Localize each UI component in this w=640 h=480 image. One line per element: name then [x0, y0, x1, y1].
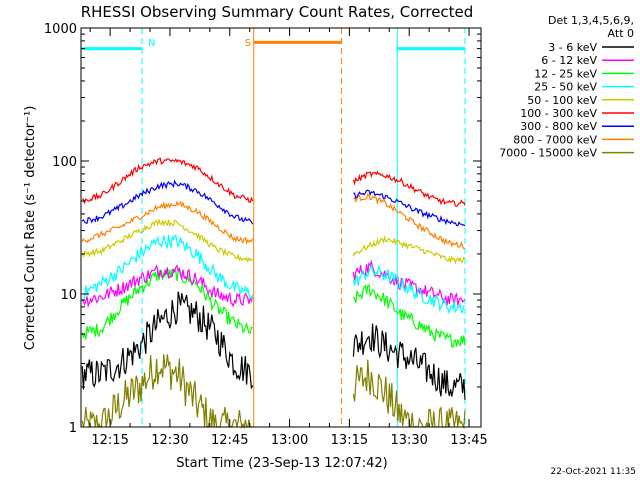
axes: 12:15 12:30 12:45 13:00 13:15 13:30 13:45 1 10 10…	[44, 22, 488, 448]
legend-label: 25 - 50 keV	[534, 81, 597, 94]
x-tick-label: 12:30	[151, 433, 188, 448]
x-tick-label: 13:00	[271, 433, 308, 448]
series-line	[81, 291, 254, 390]
legend-header-line-1: Det 1,3,4,5,6,9,	[548, 14, 634, 27]
x-tick-label: 12:15	[91, 433, 128, 448]
series-line	[82, 234, 254, 301]
series-line	[352, 264, 466, 314]
legend-label: 50 - 100 keV	[527, 94, 597, 107]
series-line	[81, 217, 254, 264]
series-line	[352, 234, 466, 265]
x-tick-label: 13:15	[331, 433, 368, 448]
legend-label: 3 - 6 keV	[548, 41, 597, 54]
series-line	[82, 157, 254, 205]
legend-label: 800 - 7000 keV	[513, 133, 597, 146]
y-tick-label: 100	[52, 155, 77, 170]
series-line	[353, 189, 466, 227]
legend-label: 100 - 300 keV	[520, 107, 597, 120]
y-axis-label: Corrected Count Rate (s⁻¹ detector⁻¹)	[23, 106, 38, 351]
y-tick-label: 1000	[44, 22, 77, 37]
series-line	[81, 179, 254, 225]
series-line	[352, 284, 466, 348]
plot-frame	[80, 27, 482, 428]
legend-header-line-2: Att 0	[608, 27, 634, 40]
x-tick-label: 12:45	[211, 433, 248, 448]
legend-label: 7000 - 15000 keV	[499, 147, 597, 160]
x-axis-label: Start Time (23-Sep-13 12:07:42)	[176, 456, 387, 471]
series-line	[352, 323, 466, 400]
chart-title: RHESSI Observing Summary Count Rates, Co…	[81, 3, 474, 21]
attenuator-state-label: S	[245, 38, 251, 49]
x-tick-label: 13:30	[390, 433, 427, 448]
x-tick-label: 13:45	[450, 433, 487, 448]
series-line	[352, 170, 466, 207]
attenuator-state-label: N	[148, 38, 155, 49]
legend-label: 12 - 25 keV	[534, 67, 597, 80]
footer-timestamp: 22-Oct-2021 11:35	[551, 467, 636, 477]
legend-label: 300 - 800 keV	[520, 120, 597, 133]
y-tick-label: 1	[69, 421, 77, 436]
series-line	[81, 267, 253, 340]
series-line	[353, 192, 466, 250]
y-tick-label: 10	[60, 288, 77, 303]
series-line	[81, 264, 254, 309]
series-line	[352, 260, 466, 307]
series-line	[81, 200, 254, 245]
legend-label: 6 - 12 keV	[541, 54, 597, 67]
